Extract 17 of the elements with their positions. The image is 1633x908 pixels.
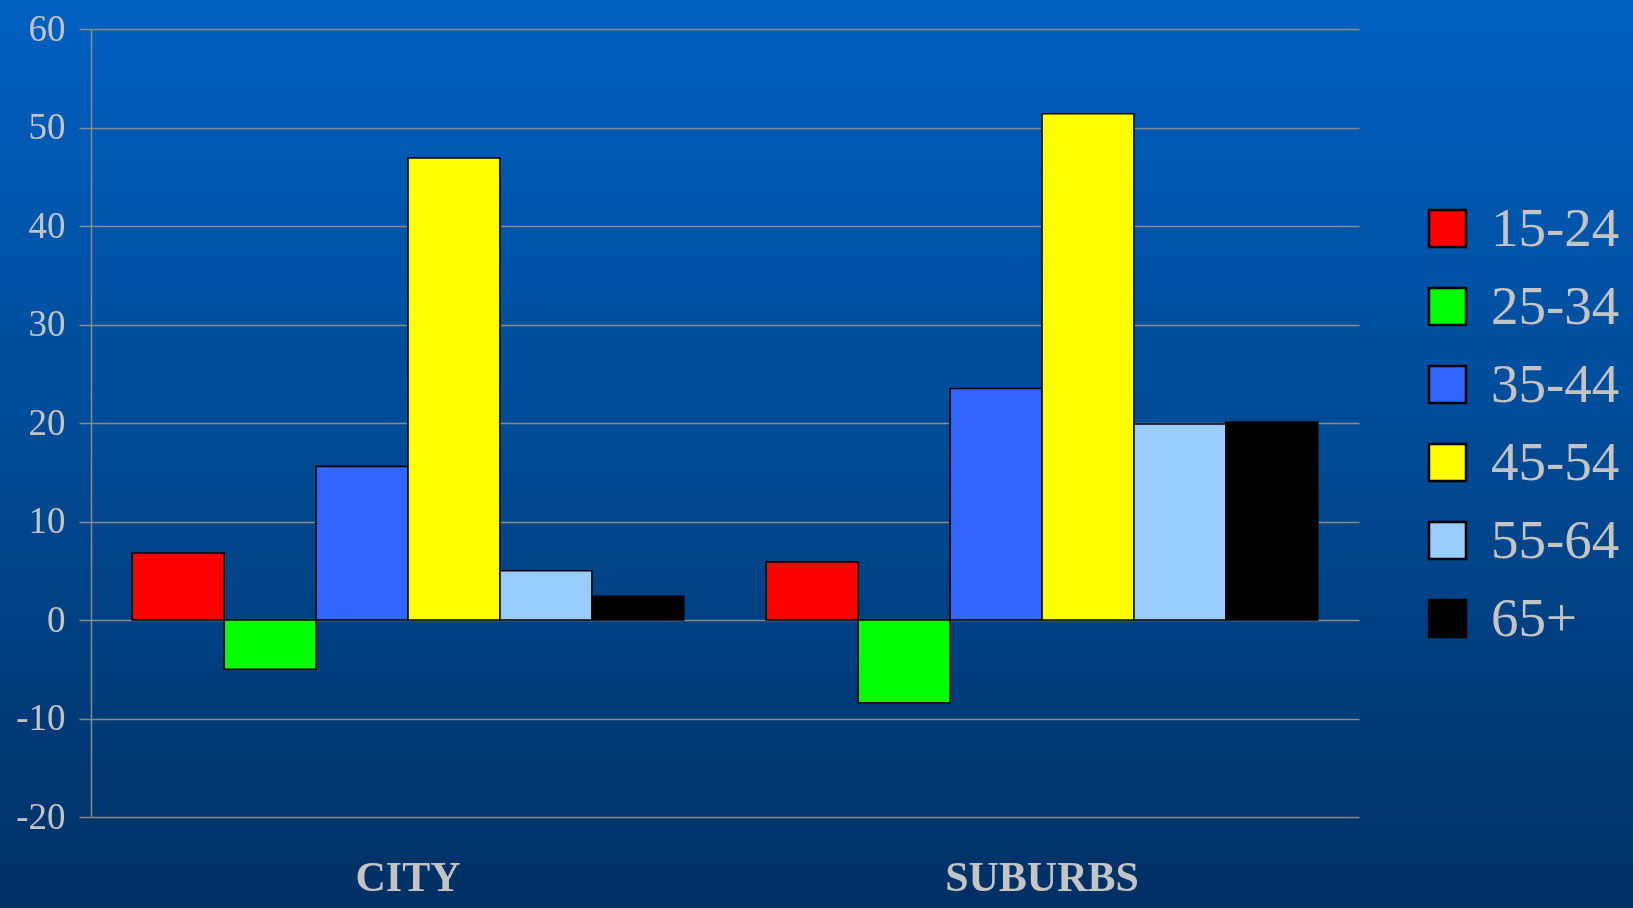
y-tick-label: 40: [28, 204, 66, 246]
legend-label: 25-34: [1491, 274, 1620, 336]
x-tick-label: SUBURBS: [945, 853, 1139, 900]
legend-label: 35-44: [1491, 352, 1620, 414]
legend-label: 15-24: [1491, 196, 1620, 258]
y-tick-label: 30: [28, 303, 66, 344]
y-tick-label: 50: [28, 106, 66, 147]
y-tick-label: -10: [16, 697, 66, 738]
legend-label: 65+: [1491, 586, 1578, 648]
legend-label: 45-54: [1491, 430, 1620, 492]
y-tick-label: -20: [16, 795, 66, 837]
y-tick-label: 60: [28, 7, 66, 49]
x-tick-label: CITY: [355, 853, 461, 900]
y-tick-label: 20: [28, 401, 66, 443]
y-tick-label: 10: [28, 500, 66, 541]
legend-label: 55-64: [1491, 508, 1620, 570]
y-tick-label: 0: [47, 598, 66, 640]
